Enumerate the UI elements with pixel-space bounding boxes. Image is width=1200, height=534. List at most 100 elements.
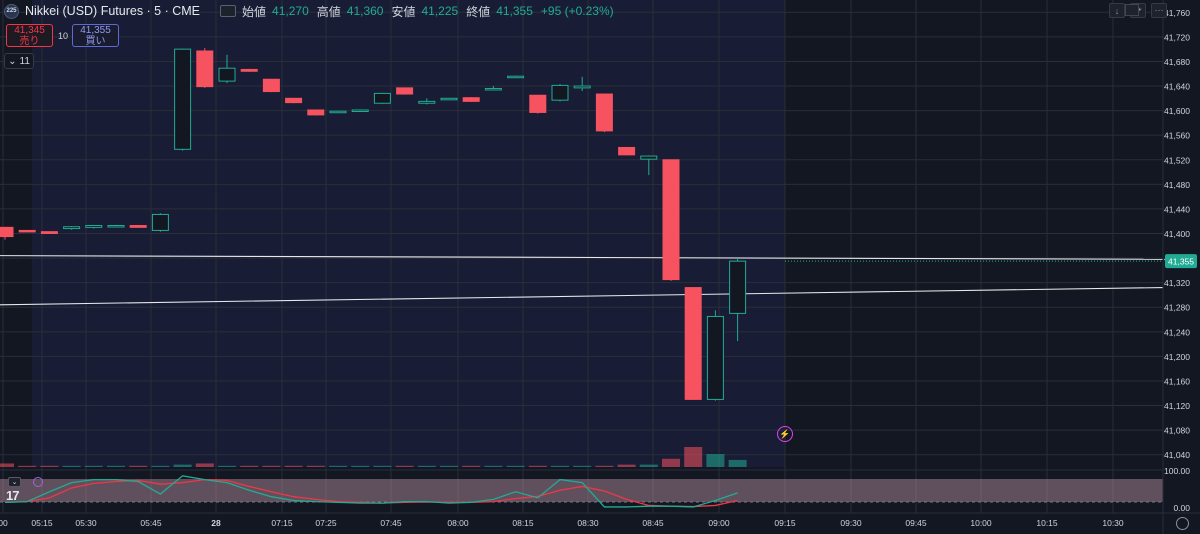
- volume-bar: [129, 465, 148, 467]
- y-tick-label: 41,440: [1164, 204, 1190, 214]
- candle-body: [329, 110, 347, 114]
- x-tick-label: 10:30: [1102, 518, 1124, 528]
- tradingview-logo: 17: [6, 488, 19, 503]
- x-tick-label: 05:15: [31, 518, 53, 528]
- price-axis: 41,760 41,720 41,680 41,640 41,600 41,560 41,5…: [1162, 0, 1197, 534]
- x-tick-label: 07:45: [380, 518, 402, 528]
- drawing-lines: [0, 255, 1164, 306]
- indicators-toggle[interactable]: ⌄ 11: [4, 53, 34, 69]
- candle-body: [85, 225, 103, 228]
- volume-bar: [262, 465, 281, 467]
- candle-body: [507, 75, 525, 79]
- y-tick-label: 41,240: [1164, 327, 1190, 337]
- x-tick-label: 08:15: [512, 518, 534, 528]
- stoch-k-line: [4, 475, 738, 508]
- y-tick-label: 41,600: [1164, 106, 1190, 116]
- more-icon[interactable]: ⋯: [1151, 3, 1167, 18]
- x-tick-label: 07:25: [315, 518, 337, 528]
- sell-label: 売り: [19, 35, 40, 47]
- y-tick-label: 41,560: [1164, 131, 1190, 141]
- order-quantity[interactable]: 10: [58, 31, 69, 41]
- x-tick-label: 09:30: [840, 518, 862, 528]
- lightning-icon[interactable]: ⚡: [777, 426, 793, 442]
- candle-body: [573, 85, 591, 89]
- y-tick-label: 41,320: [1164, 278, 1190, 288]
- candle-body: [240, 68, 258, 72]
- candle-body: [684, 287, 702, 400]
- volume-bar: [706, 454, 725, 467]
- x-tick-label: 05:30: [75, 518, 97, 528]
- stochastic-settings-icon[interactable]: [33, 477, 43, 487]
- candle-body: [462, 97, 480, 102]
- buy-label: 買い: [85, 35, 106, 47]
- volume-bar: [662, 458, 680, 467]
- y-tick-label: 41,640: [1164, 82, 1190, 92]
- arrow-down-icon[interactable]: ↓: [1109, 3, 1125, 18]
- candle-body: [662, 159, 680, 281]
- high-value: 41,360: [346, 4, 384, 18]
- low-label: 安値: [391, 4, 416, 19]
- y-tick-label: 41,040: [1164, 450, 1190, 460]
- y-tick-label: 41,520: [1164, 155, 1190, 165]
- sell-button[interactable]: 41,345 売り: [6, 24, 53, 47]
- x-tick-label: 07:15: [271, 518, 293, 528]
- y-tick-label: 41,200: [1164, 352, 1190, 362]
- time-axis: 00 05:15 05:30 05:45 28 07:15 07:25 07:45 08:00 0…: [0, 512, 1200, 528]
- x-tick-label: 09:15: [774, 518, 796, 528]
- volume-bar: [18, 465, 37, 467]
- x-tick-label: 09:45: [905, 518, 927, 528]
- buy-price: 41,355: [80, 25, 111, 36]
- candle-body: [40, 231, 58, 235]
- x-tick-label: 08:30: [577, 518, 599, 528]
- candle-body: [218, 67, 236, 82]
- volume-bar: [617, 464, 636, 467]
- volume-bar: [506, 465, 525, 467]
- indicator-count: 11: [19, 55, 30, 67]
- candle-layer: [0, 47, 747, 401]
- buy-button[interactable]: 41,355 買い: [72, 24, 119, 47]
- x-tick-label: 28: [211, 518, 221, 528]
- candle-body: [129, 225, 147, 228]
- volume-bar: [284, 465, 303, 467]
- volume-bar: [173, 464, 192, 467]
- volume-layer: [0, 447, 747, 467]
- candle-body: [0, 226, 14, 238]
- stochastic-collapse-icon[interactable]: ⌄: [8, 477, 21, 487]
- y-tick-label: 41,760: [1164, 8, 1190, 18]
- candle-body: [529, 94, 547, 113]
- volume-bar: [639, 464, 658, 467]
- candle-body: [729, 260, 747, 314]
- gear-icon[interactable]: [1176, 517, 1189, 530]
- volume-bar: [728, 459, 747, 467]
- eye-icon[interactable]: [220, 5, 237, 17]
- x-tick-label: 08:45: [642, 518, 664, 528]
- volume-bar: [306, 465, 325, 467]
- trend-line: [0, 287, 1164, 306]
- candle-body: [196, 50, 214, 88]
- stochastic-pane: [0, 469, 1163, 508]
- stoch-tick-label: 0.00: [1173, 503, 1190, 513]
- candle-body: [440, 97, 458, 101]
- volume-bar: [484, 465, 503, 467]
- high-label: 高値: [316, 4, 341, 19]
- change-value: +95 (+0.23%): [540, 4, 614, 18]
- x-tick-label: 09:00: [708, 518, 730, 528]
- candle-body: [151, 213, 169, 231]
- close-value: 41,355: [496, 4, 533, 18]
- candle-body: [484, 87, 502, 91]
- low-value: 41,225: [421, 4, 459, 18]
- symbol-badge[interactable]: 225: [4, 3, 19, 19]
- candle-body: [418, 100, 436, 104]
- volume-bar: [551, 465, 569, 467]
- symbol-title[interactable]: Nikkei (USD) Futures · 5 · CME: [25, 4, 201, 18]
- y-tick-label: 41,680: [1164, 57, 1190, 67]
- y-tick-label: 41,120: [1164, 401, 1190, 411]
- volume-bar: [351, 465, 370, 467]
- candle-body: [373, 92, 391, 104]
- candle-body: [706, 315, 724, 400]
- y-tick-label: 41,480: [1164, 180, 1190, 190]
- chevron-down-icon: ⌄: [8, 55, 17, 67]
- add-icon[interactable]: [1125, 4, 1139, 16]
